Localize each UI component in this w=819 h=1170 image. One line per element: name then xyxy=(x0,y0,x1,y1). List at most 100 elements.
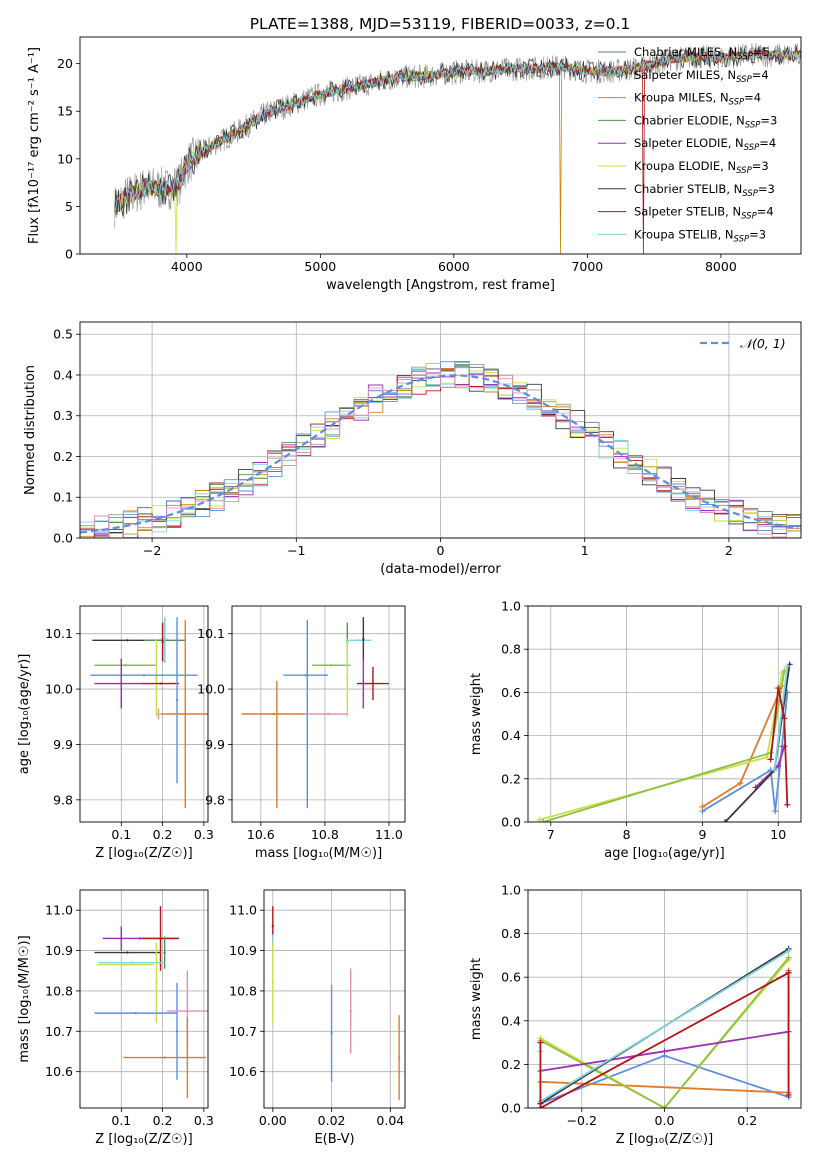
y-tick-label: 10 xyxy=(57,151,73,166)
spectrum-series-line xyxy=(114,49,801,212)
y-axis-label: mass [log₁₀(M/M☉)] xyxy=(17,935,32,1062)
data-point xyxy=(159,937,162,940)
normal-reference-curve xyxy=(80,374,799,534)
mass-vs-extinction-chart: 0.00 0.02 0.04 10.6 10.7 10.8 10.9 11.0 E(B-V) xyxy=(229,889,406,1147)
y-tick-label: 1.0 xyxy=(501,599,521,614)
y-tick-label: 0.6 xyxy=(501,970,521,985)
y-tick-label: 10.7 xyxy=(45,1024,73,1039)
data-point xyxy=(271,981,275,985)
y-tick-label: 0.2 xyxy=(501,771,521,786)
weight-marker xyxy=(785,1091,792,1098)
y-tick-label: 0.5 xyxy=(53,327,73,342)
weight-marker xyxy=(771,767,778,774)
plot-area xyxy=(536,661,793,822)
data-point xyxy=(157,712,160,716)
y-tick-label: 0.8 xyxy=(501,642,521,657)
y-tick-label: 9.9 xyxy=(53,737,73,752)
x-tick-label: 0 xyxy=(437,543,445,558)
data-point xyxy=(362,638,365,641)
weight-marker xyxy=(785,969,792,976)
x-tick-label: 0.1 xyxy=(111,827,131,842)
x-tick-label: 7 xyxy=(547,827,555,842)
data-point xyxy=(371,682,375,685)
y-tick-label: 0.2 xyxy=(501,1057,521,1072)
y-tick-label: 10.0 xyxy=(197,682,225,697)
weight-series-line xyxy=(539,971,790,1108)
x-tick-label: 1 xyxy=(581,543,589,558)
weight-marker xyxy=(537,1105,544,1108)
y-axis-label: Normed distribution xyxy=(23,365,38,495)
data-point xyxy=(357,639,360,642)
x-axis-label: E(B-V) xyxy=(314,1132,354,1147)
x-tick-label: 0.04 xyxy=(376,1113,404,1128)
x-tick-label: 0.3 xyxy=(194,1113,214,1128)
legend-entry: Chabrier ELODIE, NSSP=3 xyxy=(634,113,777,130)
data-point xyxy=(120,682,123,685)
x-axis-label: Z [log₁₀(Z/Z☉)] xyxy=(95,846,192,861)
weight-marker xyxy=(699,803,706,810)
data-point xyxy=(271,925,275,928)
weight-marker xyxy=(785,954,792,961)
plot-area xyxy=(241,617,389,809)
weight-series-line xyxy=(769,687,789,805)
y-tick-label: 1.0 xyxy=(501,883,521,898)
y-tick-label: 0.0 xyxy=(501,815,521,830)
x-tick-label: 5000 xyxy=(304,259,336,274)
x-tick-label: 7000 xyxy=(571,259,603,274)
x-tick-label: −1 xyxy=(287,543,305,558)
legend-entry: Salpeter STELIB, NSSP=4 xyxy=(634,205,774,222)
weight-marker xyxy=(661,1048,668,1055)
axes-frame xyxy=(79,321,802,539)
data-point xyxy=(304,674,307,677)
x-tick-label: 10.6 xyxy=(247,827,275,842)
weight-marker xyxy=(775,685,782,692)
x-tick-label: 0.2 xyxy=(153,1113,173,1128)
data-point xyxy=(275,743,279,746)
data-point xyxy=(397,1056,401,1059)
weight-marker xyxy=(537,1039,544,1046)
data-point xyxy=(138,937,142,940)
y-tick-label: 10.0 xyxy=(45,682,73,697)
data-point xyxy=(306,712,309,716)
x-tick-label: 4000 xyxy=(171,259,203,274)
x-tick-label: −2 xyxy=(143,543,161,558)
legend-entry: Salpeter MILES, NSSP=4 xyxy=(634,68,769,85)
plot-area xyxy=(94,906,208,1098)
weight-marker xyxy=(540,819,547,822)
weight-vs-age-chart: 7 8 9 10 0.0 0.2 0.4 0.6 0.8 1.0 age [log₁₀(age/yr… xyxy=(469,599,802,861)
weight-marker xyxy=(784,663,791,670)
mass-vs-metallicity-chart: 0.1 0.2 0.3 10.6 10.7 10.8 10.9 11.0 Z [log₁₀(Z/… xyxy=(17,889,214,1147)
weight-marker xyxy=(775,762,782,769)
y-tick-label: 0 xyxy=(65,247,73,262)
plot-area xyxy=(90,617,208,809)
data-point xyxy=(326,712,330,716)
x-tick-label: 0.0 xyxy=(655,1113,675,1128)
x-tick-label: 10.8 xyxy=(311,827,339,842)
plot-area xyxy=(114,42,801,254)
y-tick-label: 0.0 xyxy=(501,1101,521,1116)
data-point xyxy=(155,676,158,680)
spectrum-legend: Chabrier MILES, NSSP=5 Salpeter MILES, NS… xyxy=(598,45,777,244)
y-axis-label: Flux [fλ10⁻¹⁷ erg cm⁻² s⁻¹ A⁻¹] xyxy=(27,47,42,244)
residual-histogram: −2 −1 0 1 2 0.0 0.1 0.2 0.3 0.4 0.5 (data-model)/er… xyxy=(23,321,802,577)
y-tick-label: 10.6 xyxy=(45,1064,73,1079)
y-tick-label: 11.0 xyxy=(45,903,73,918)
weight-marker xyxy=(784,801,791,808)
weight-vs-metallicity-chart: −0.2 0.0 0.2 0.0 0.2 0.4 0.6 0.8 1.0 Z [log₁₀(Z/Z… xyxy=(469,883,802,1147)
x-axis-label: mass [log₁₀(M/M☉)] xyxy=(255,846,382,861)
y-tick-label: 0.3 xyxy=(53,408,73,423)
data-point xyxy=(124,963,127,966)
data-point xyxy=(330,664,333,667)
data-point xyxy=(142,674,146,677)
y-tick-label: 0.4 xyxy=(53,367,73,382)
y-tick-label: 10.7 xyxy=(229,1024,257,1039)
data-point xyxy=(163,1056,166,1059)
data-point xyxy=(126,639,129,642)
histogram-step-line xyxy=(80,368,801,538)
y-tick-label: 0.8 xyxy=(501,926,521,941)
figure-title: PLATE=1388, MJD=53119, FIBERID=0033, z=0… xyxy=(250,15,631,33)
y-tick-label: 0.2 xyxy=(53,449,73,464)
x-tick-label: 9 xyxy=(698,827,706,842)
